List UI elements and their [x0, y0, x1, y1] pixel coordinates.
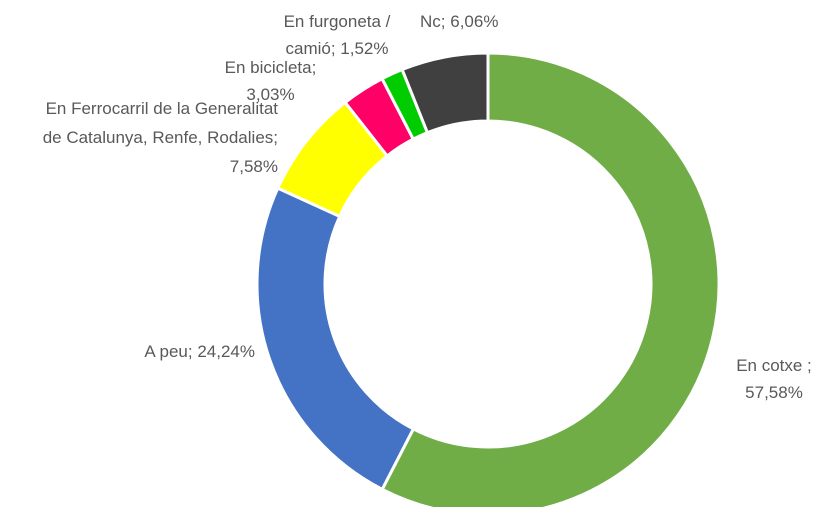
slice-label: Nc; 6,06% — [420, 8, 550, 35]
slice-label: En Ferrocarril de la Generalitat de Cata… — [28, 94, 278, 181]
value-label: 3,03% — [246, 85, 295, 104]
donut-slice — [255, 186, 416, 492]
slice-label: En bicicleta; 3,03% — [208, 54, 333, 108]
value-label: 6,06% — [450, 12, 499, 31]
category-label: En Ferrocarril de la Generalitat de Cata… — [42, 99, 278, 147]
slice-label: En cotxe ; 57,58% — [719, 352, 829, 406]
category-label: En bicicleta; — [224, 58, 317, 77]
category-label: En cotxe ; — [736, 356, 812, 375]
value-label: 7,58% — [229, 157, 278, 176]
donut-slice — [400, 51, 490, 135]
slice-label: A peu; 24,24% — [80, 338, 255, 365]
category-label: A peu; — [144, 342, 193, 361]
value-label: 24,24% — [197, 342, 255, 361]
value-label: 57,58% — [745, 383, 803, 402]
category-label: Nc; — [420, 12, 446, 31]
slice-label: En furgoneta / camió; 1,52% — [267, 8, 407, 62]
donut-slice — [380, 51, 721, 507]
value-label: 1,52% — [340, 39, 389, 58]
category-label: En furgoneta / camió; — [283, 12, 391, 58]
